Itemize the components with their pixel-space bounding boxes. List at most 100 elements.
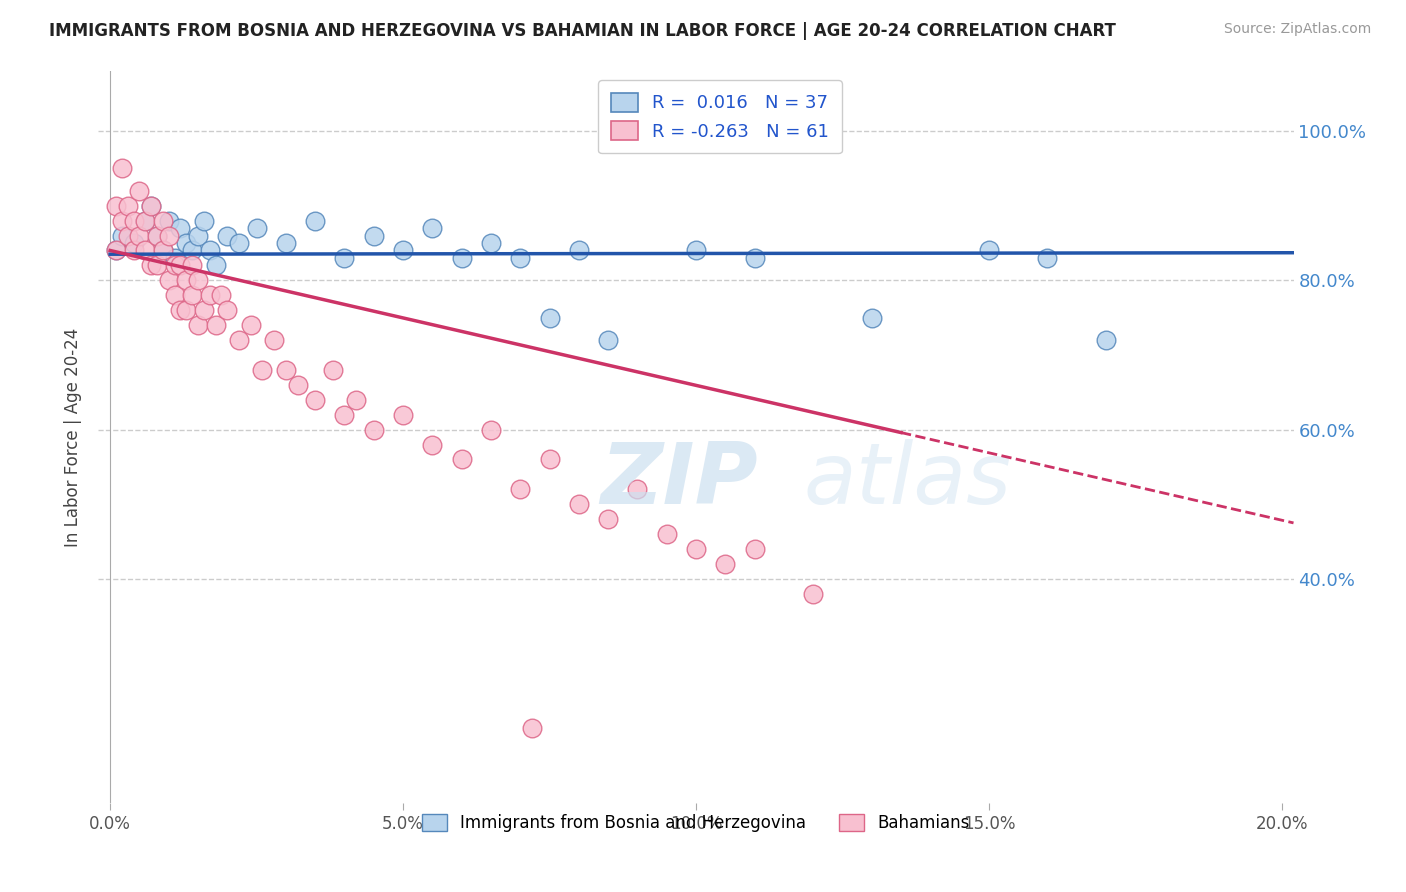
Point (187, 318, 209, 332)
Point (163, 259, 186, 273)
Point (117, 228, 139, 243)
Point (152, 213, 174, 227)
Point (479, 235, 502, 250)
Point (392, 408, 415, 422)
Point (274, 235, 297, 250)
Point (105, 199, 128, 213)
Point (187, 228, 209, 243)
Point (363, 423, 385, 437)
Point (122, 235, 145, 250)
Point (801, 587, 824, 601)
Point (538, 452, 561, 467)
Point (111, 228, 134, 243)
Point (122, 213, 145, 227)
Point (685, 542, 707, 557)
Point (304, 392, 326, 407)
Point (538, 310, 561, 325)
Point (146, 228, 169, 243)
Point (322, 363, 344, 377)
Point (146, 228, 169, 243)
Point (333, 408, 356, 422)
Point (422, 221, 444, 235)
Point (333, 251, 356, 265)
Point (228, 235, 250, 250)
Point (246, 221, 269, 235)
Point (204, 318, 226, 332)
Point (598, 512, 620, 526)
Point (977, 244, 1000, 258)
Point (181, 259, 204, 273)
Point (105, 244, 128, 258)
Point (363, 228, 385, 243)
Point (141, 199, 163, 213)
Point (274, 363, 297, 377)
Point (111, 213, 134, 227)
Point (1095, 333, 1118, 347)
Point (239, 318, 262, 332)
Point (509, 251, 531, 265)
Point (134, 244, 156, 258)
Point (163, 288, 186, 302)
Point (193, 303, 215, 318)
Point (152, 244, 174, 258)
Point (181, 244, 204, 258)
Point (422, 437, 444, 451)
Point (141, 259, 163, 273)
Text: ZIP: ZIP (600, 440, 758, 523)
Point (217, 228, 239, 243)
Point (146, 259, 169, 273)
Point (117, 199, 139, 213)
Point (122, 244, 145, 258)
Point (626, 483, 648, 497)
Point (450, 452, 472, 467)
Point (252, 363, 274, 377)
Point (520, 721, 543, 735)
Point (169, 259, 191, 273)
Point (287, 377, 309, 392)
Point (568, 244, 591, 258)
Point (169, 303, 191, 318)
Point (344, 392, 367, 407)
Point (568, 497, 591, 511)
Point (450, 251, 472, 265)
Point (263, 333, 285, 347)
Point (860, 310, 883, 325)
Point (598, 333, 620, 347)
Point (211, 288, 233, 302)
Point (157, 213, 180, 227)
Point (714, 557, 737, 571)
Point (174, 235, 197, 250)
Point (181, 288, 204, 302)
Point (198, 288, 221, 302)
Point (128, 184, 150, 198)
Point (685, 244, 707, 258)
Y-axis label: In Labor Force | Age 20-24: In Labor Force | Age 20-24 (65, 327, 83, 547)
Point (141, 199, 163, 213)
Point (198, 244, 221, 258)
Point (157, 228, 180, 243)
Point (134, 213, 156, 227)
Point (152, 244, 174, 258)
Point (174, 273, 197, 287)
Text: atlas: atlas (804, 440, 1011, 523)
Point (655, 527, 678, 541)
Point (128, 228, 150, 243)
Point (1036, 251, 1059, 265)
Point (217, 303, 239, 318)
Point (111, 161, 134, 176)
Point (744, 542, 766, 557)
Point (157, 273, 180, 287)
Legend: Immigrants from Bosnia and Herzegovina, Bahamians: Immigrants from Bosnia and Herzegovina, … (415, 807, 977, 838)
Point (304, 213, 326, 227)
Text: IMMIGRANTS FROM BOSNIA AND HERZEGOVINA VS BAHAMIAN IN LABOR FORCE | AGE 20-24 CO: IMMIGRANTS FROM BOSNIA AND HERZEGOVINA V… (49, 22, 1116, 40)
Point (392, 244, 415, 258)
Point (193, 213, 215, 227)
Point (134, 213, 156, 227)
Point (105, 244, 128, 258)
Point (204, 259, 226, 273)
Point (479, 423, 502, 437)
Point (228, 333, 250, 347)
Point (744, 251, 766, 265)
Point (174, 303, 197, 318)
Text: Source: ZipAtlas.com: Source: ZipAtlas.com (1223, 22, 1371, 37)
